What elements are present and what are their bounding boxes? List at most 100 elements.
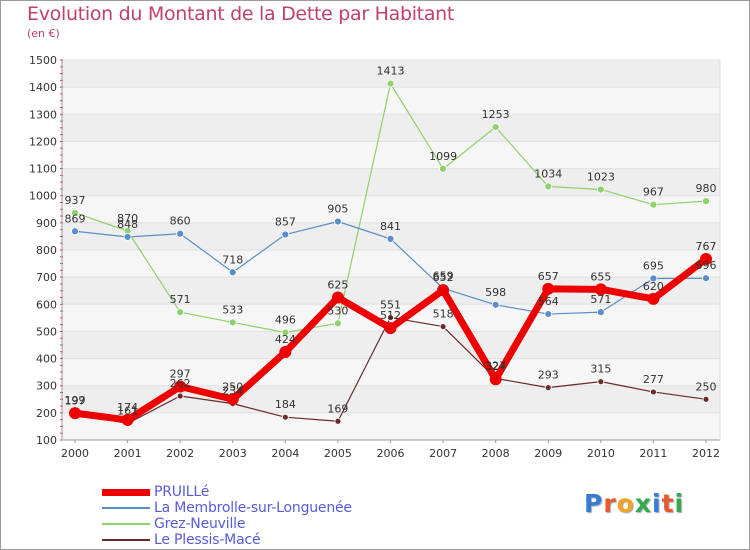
data-label: 496 <box>275 314 296 327</box>
data-label: 841 <box>380 220 401 233</box>
data-label: 620 <box>643 280 664 293</box>
data-point <box>700 252 712 265</box>
chart-subtitle: (en €) <box>27 27 60 40</box>
chart-title: Evolution du Montant de la Dette par Hab… <box>27 3 455 25</box>
data-point <box>437 284 450 297</box>
data-point <box>596 308 605 317</box>
data-label: 199 <box>65 394 86 407</box>
data-point <box>71 227 79 236</box>
data-label: 551 <box>380 299 401 312</box>
data-label: 1413 <box>377 65 405 78</box>
data-label: 197 <box>65 395 86 408</box>
data-label: 937 <box>65 194 86 207</box>
data-label: 564 <box>538 295 559 308</box>
data-label: 767 <box>696 240 717 253</box>
x-tick-label: 2009 <box>534 447 562 460</box>
data-point <box>387 314 394 321</box>
data-point <box>491 123 500 131</box>
data-point <box>334 217 342 226</box>
data-label: 161 <box>117 404 138 417</box>
legend-label: Le Plessis-Macé <box>154 532 261 548</box>
data-point <box>649 200 658 209</box>
legend-item: Grez-Neuville <box>102 516 245 532</box>
data-point <box>491 300 500 309</box>
logo-letter: i <box>652 489 662 518</box>
legend-label: PRUILLé <box>154 484 210 500</box>
y-tick-label: 1300 <box>29 108 57 121</box>
x-tick-label: 2008 <box>482 447 510 460</box>
data-label: 1034 <box>534 167 562 180</box>
y-tick-label: 300 <box>36 380 57 393</box>
data-point <box>702 395 710 403</box>
data-point <box>649 274 658 283</box>
data-point <box>279 346 292 359</box>
data-label: 324 <box>485 360 506 373</box>
data-point <box>331 291 344 304</box>
data-label: 869 <box>65 212 86 225</box>
data-point <box>228 268 237 277</box>
data-point <box>596 185 605 194</box>
data-point <box>176 392 184 400</box>
data-point <box>489 373 502 386</box>
data-label: 657 <box>538 270 559 283</box>
x-tick-label: 2001 <box>114 447 142 460</box>
legend-item: PRUILLé <box>102 484 209 500</box>
legend-item: La Membrolle-sur-Longuenée <box>102 500 352 516</box>
data-label: 234 <box>222 385 243 398</box>
logo-letter: x <box>634 489 652 518</box>
data-point <box>228 318 237 327</box>
data-point <box>334 417 342 425</box>
data-label: 293 <box>538 369 559 382</box>
data-point <box>69 407 81 420</box>
data-point <box>386 234 395 243</box>
data-label: 250 <box>696 380 717 393</box>
data-point <box>281 413 289 421</box>
logo-letter: t <box>661 489 675 518</box>
data-label: 659 <box>433 269 454 282</box>
data-label: 967 <box>643 186 664 199</box>
data-label: 297 <box>170 368 191 381</box>
x-tick-label: 2000 <box>61 447 89 460</box>
legend-swatch <box>102 507 150 509</box>
data-label: 905 <box>327 203 348 216</box>
data-label: 512 <box>380 309 401 322</box>
data-label: 598 <box>485 286 506 299</box>
data-point <box>121 413 134 426</box>
data-label: 571 <box>590 293 611 306</box>
data-label: 518 <box>433 308 454 321</box>
x-tick-label: 2012 <box>692 447 720 460</box>
legend-label: La Membrolle-sur-Longuenée <box>154 500 352 516</box>
x-tick-label: 2011 <box>639 447 667 460</box>
data-label: 980 <box>696 182 717 195</box>
data-point <box>650 388 657 396</box>
data-point <box>281 230 290 239</box>
data-point <box>594 283 607 296</box>
y-tick-label: 200 <box>36 407 57 420</box>
y-tick-label: 1500 <box>29 54 57 67</box>
data-label: 174 <box>117 401 138 414</box>
legend-item: Le Plessis-Macé <box>102 532 261 548</box>
data-label: 327 <box>485 359 506 372</box>
data-label: 1023 <box>587 170 615 183</box>
data-label: 262 <box>170 377 191 390</box>
y-tick-label: 1100 <box>29 163 57 176</box>
data-label: 424 <box>275 333 296 346</box>
y-tick-label: 800 <box>36 244 57 257</box>
x-tick-label: 2004 <box>271 447 299 460</box>
data-label: 652 <box>433 271 454 284</box>
data-label: 695 <box>643 260 664 273</box>
data-point <box>174 380 187 393</box>
data-label: 530 <box>327 304 348 317</box>
y-tick-label: 1400 <box>29 81 57 94</box>
data-point <box>439 164 447 173</box>
data-point <box>123 233 132 241</box>
data-point <box>702 274 710 283</box>
logo-letter: o <box>616 489 635 518</box>
proxiti-logo: Proxiti <box>584 489 684 518</box>
grid-band <box>62 168 720 196</box>
legend-swatch <box>102 488 150 496</box>
data-point <box>597 378 605 386</box>
y-tick-label: 600 <box>36 298 57 311</box>
y-tick-label: 900 <box>36 217 57 230</box>
